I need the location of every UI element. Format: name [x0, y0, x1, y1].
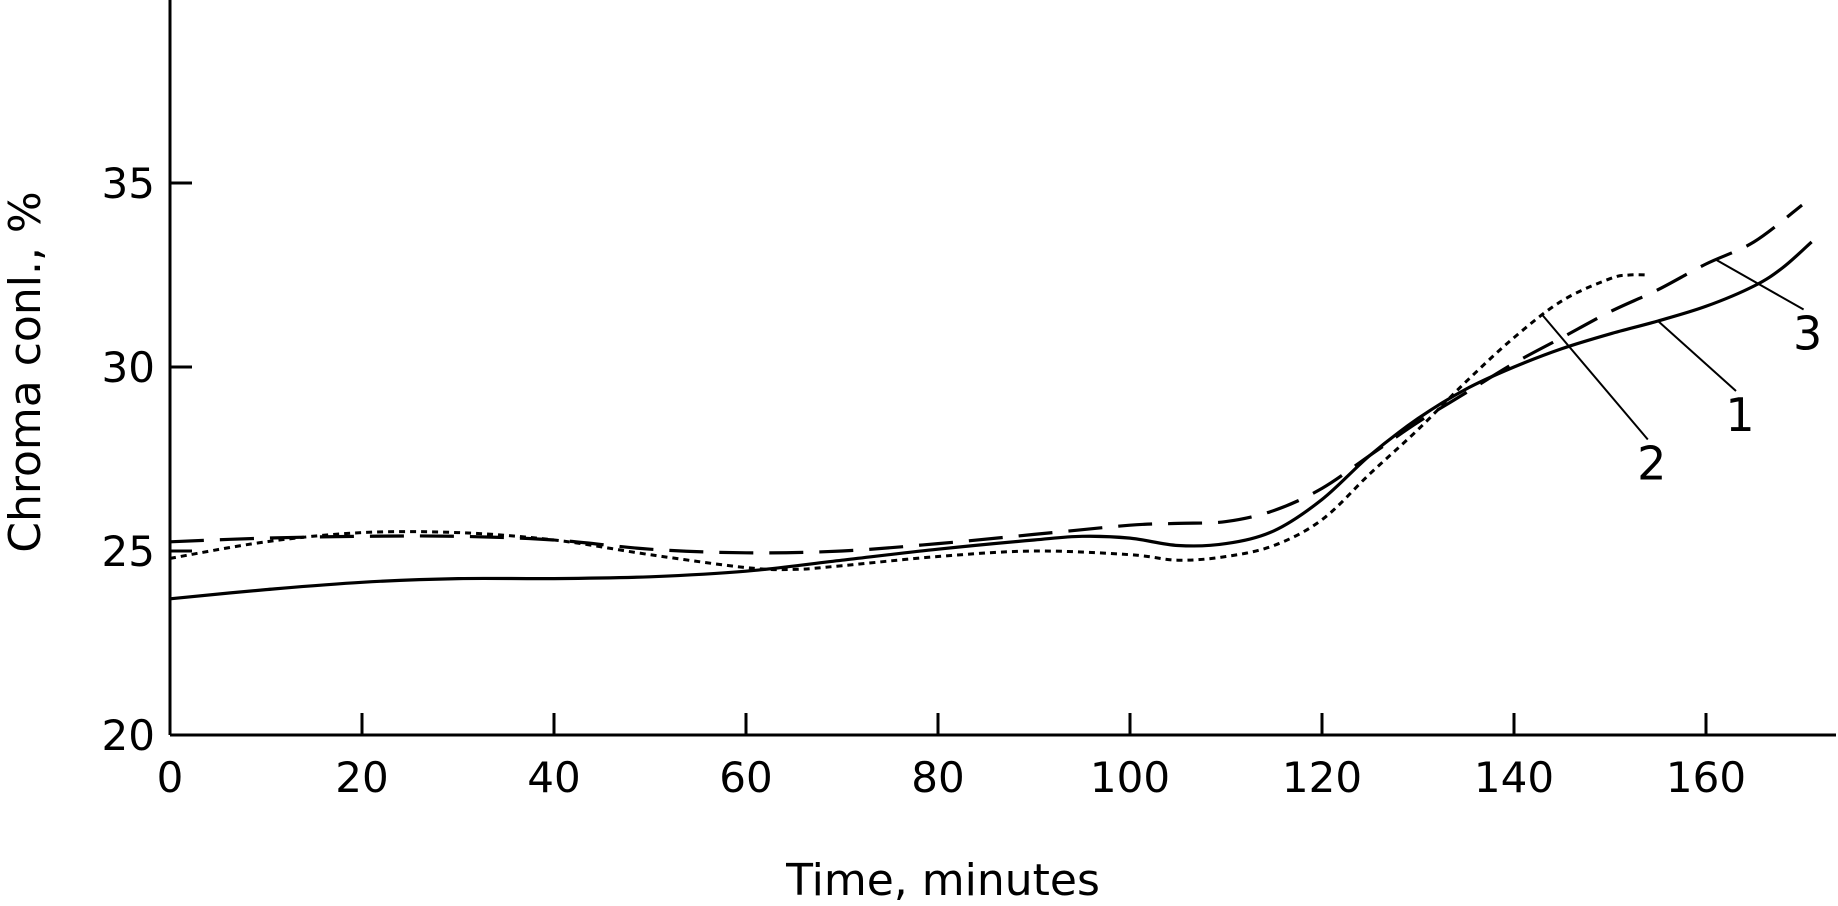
chart-series: [169, 203, 1813, 601]
x-tick-label: 60: [719, 753, 772, 802]
y-tick-label: 30: [102, 343, 155, 392]
x-tick-label: 120: [1282, 753, 1362, 802]
series-line-3: [169, 203, 1803, 555]
x-tick-label: 20: [335, 753, 388, 802]
chart-callouts: 1 2 3: [1542, 258, 1822, 490]
callout-line-2: [1542, 314, 1649, 441]
x-tick-label: 140: [1474, 753, 1554, 802]
y-tick-label: 35: [102, 159, 155, 208]
y-tick-label: 25: [102, 527, 155, 576]
callout-label-1: 1: [1725, 388, 1754, 442]
x-tick-label: 0: [157, 753, 184, 802]
x-axis-title: Time, minutes: [785, 855, 1100, 906]
callout-line-1: [1657, 320, 1737, 392]
x-tick-label: 160: [1666, 753, 1746, 802]
callout-line-3: [1715, 258, 1805, 311]
series-line-2: [169, 273, 1649, 572]
series-line-1: [169, 240, 1813, 601]
y-tick-label: 20: [102, 711, 155, 760]
callout-label-2: 2: [1637, 436, 1666, 490]
x-tick-label: 100: [1090, 753, 1170, 802]
x-tick-label: 40: [527, 753, 580, 802]
x-tick-label: 80: [911, 753, 964, 802]
callout-label-3: 3: [1793, 307, 1822, 361]
y-axis-title: Chroma conl., %: [0, 191, 51, 552]
